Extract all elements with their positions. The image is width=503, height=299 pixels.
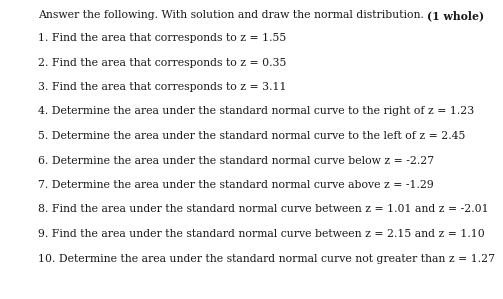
Text: 7. Determine the area under the standard normal curve above z = -1.29: 7. Determine the area under the standard… [38,180,434,190]
Text: 5. Determine the area under the standard normal curve to the left of z = 2.45: 5. Determine the area under the standard… [38,131,465,141]
Text: 10. Determine the area under the standard normal curve not greater than z = 1.27: 10. Determine the area under the standar… [38,254,495,263]
Text: 8. Find the area under the standard normal curve between z = 1.01 and z = -2.01: 8. Find the area under the standard norm… [38,205,488,214]
Text: 4. Determine the area under the standard normal curve to the right of z = 1.23: 4. Determine the area under the standard… [38,106,474,117]
Text: 1. Find the area that corresponds to z = 1.55: 1. Find the area that corresponds to z =… [38,33,286,43]
Text: Answer the following. With solution and draw the normal distribution.: Answer the following. With solution and … [38,10,428,20]
Text: 2. Find the area that corresponds to z = 0.35: 2. Find the area that corresponds to z =… [38,57,286,68]
Text: 9. Find the area under the standard normal curve between z = 2.15 and z = 1.10: 9. Find the area under the standard norm… [38,229,485,239]
Text: 6. Determine the area under the standard normal curve below z = -2.27: 6. Determine the area under the standard… [38,155,434,166]
Text: 3. Find the area that corresponds to z = 3.11: 3. Find the area that corresponds to z =… [38,82,287,92]
Text: (1 whole): (1 whole) [428,10,484,21]
